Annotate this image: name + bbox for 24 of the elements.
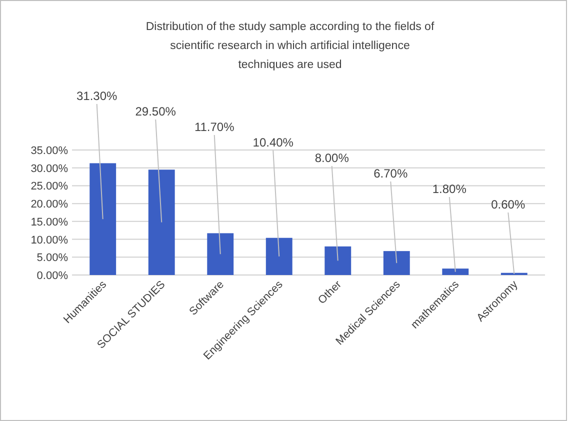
y-tick-label: 10.00% (30, 234, 68, 246)
bar (207, 233, 234, 275)
data-label: 6.70% (374, 166, 408, 180)
y-tick-label: 0.00% (36, 270, 68, 282)
chart-title: Distribution of the study sample according to the fields of scientific research in which artificial intelligence techniques are used (146, 21, 435, 71)
bar (266, 238, 292, 275)
y-tick-label: 30.00% (30, 162, 68, 175)
data-label: 10.40% (252, 136, 294, 150)
bar (324, 246, 352, 275)
y-tick-label: 35.00% (30, 145, 68, 157)
y-tick-label: 15.00% (30, 216, 68, 228)
bar (148, 170, 175, 275)
data-label: 29.50% (135, 104, 176, 118)
data-label: 11.70% (194, 120, 235, 134)
y-tick-label: 5.00% (36, 252, 68, 264)
data-label: 0.60% (491, 198, 526, 212)
data-label: 1.80% (432, 182, 467, 196)
bar (383, 251, 410, 275)
data-label: 8.00% (314, 151, 350, 165)
bar (442, 268, 469, 275)
bar (90, 163, 116, 275)
data-label: 31.30% (76, 89, 118, 103)
y-tick-label: 20.00% (30, 198, 68, 211)
y-tick-label: 25.00% (30, 180, 68, 193)
